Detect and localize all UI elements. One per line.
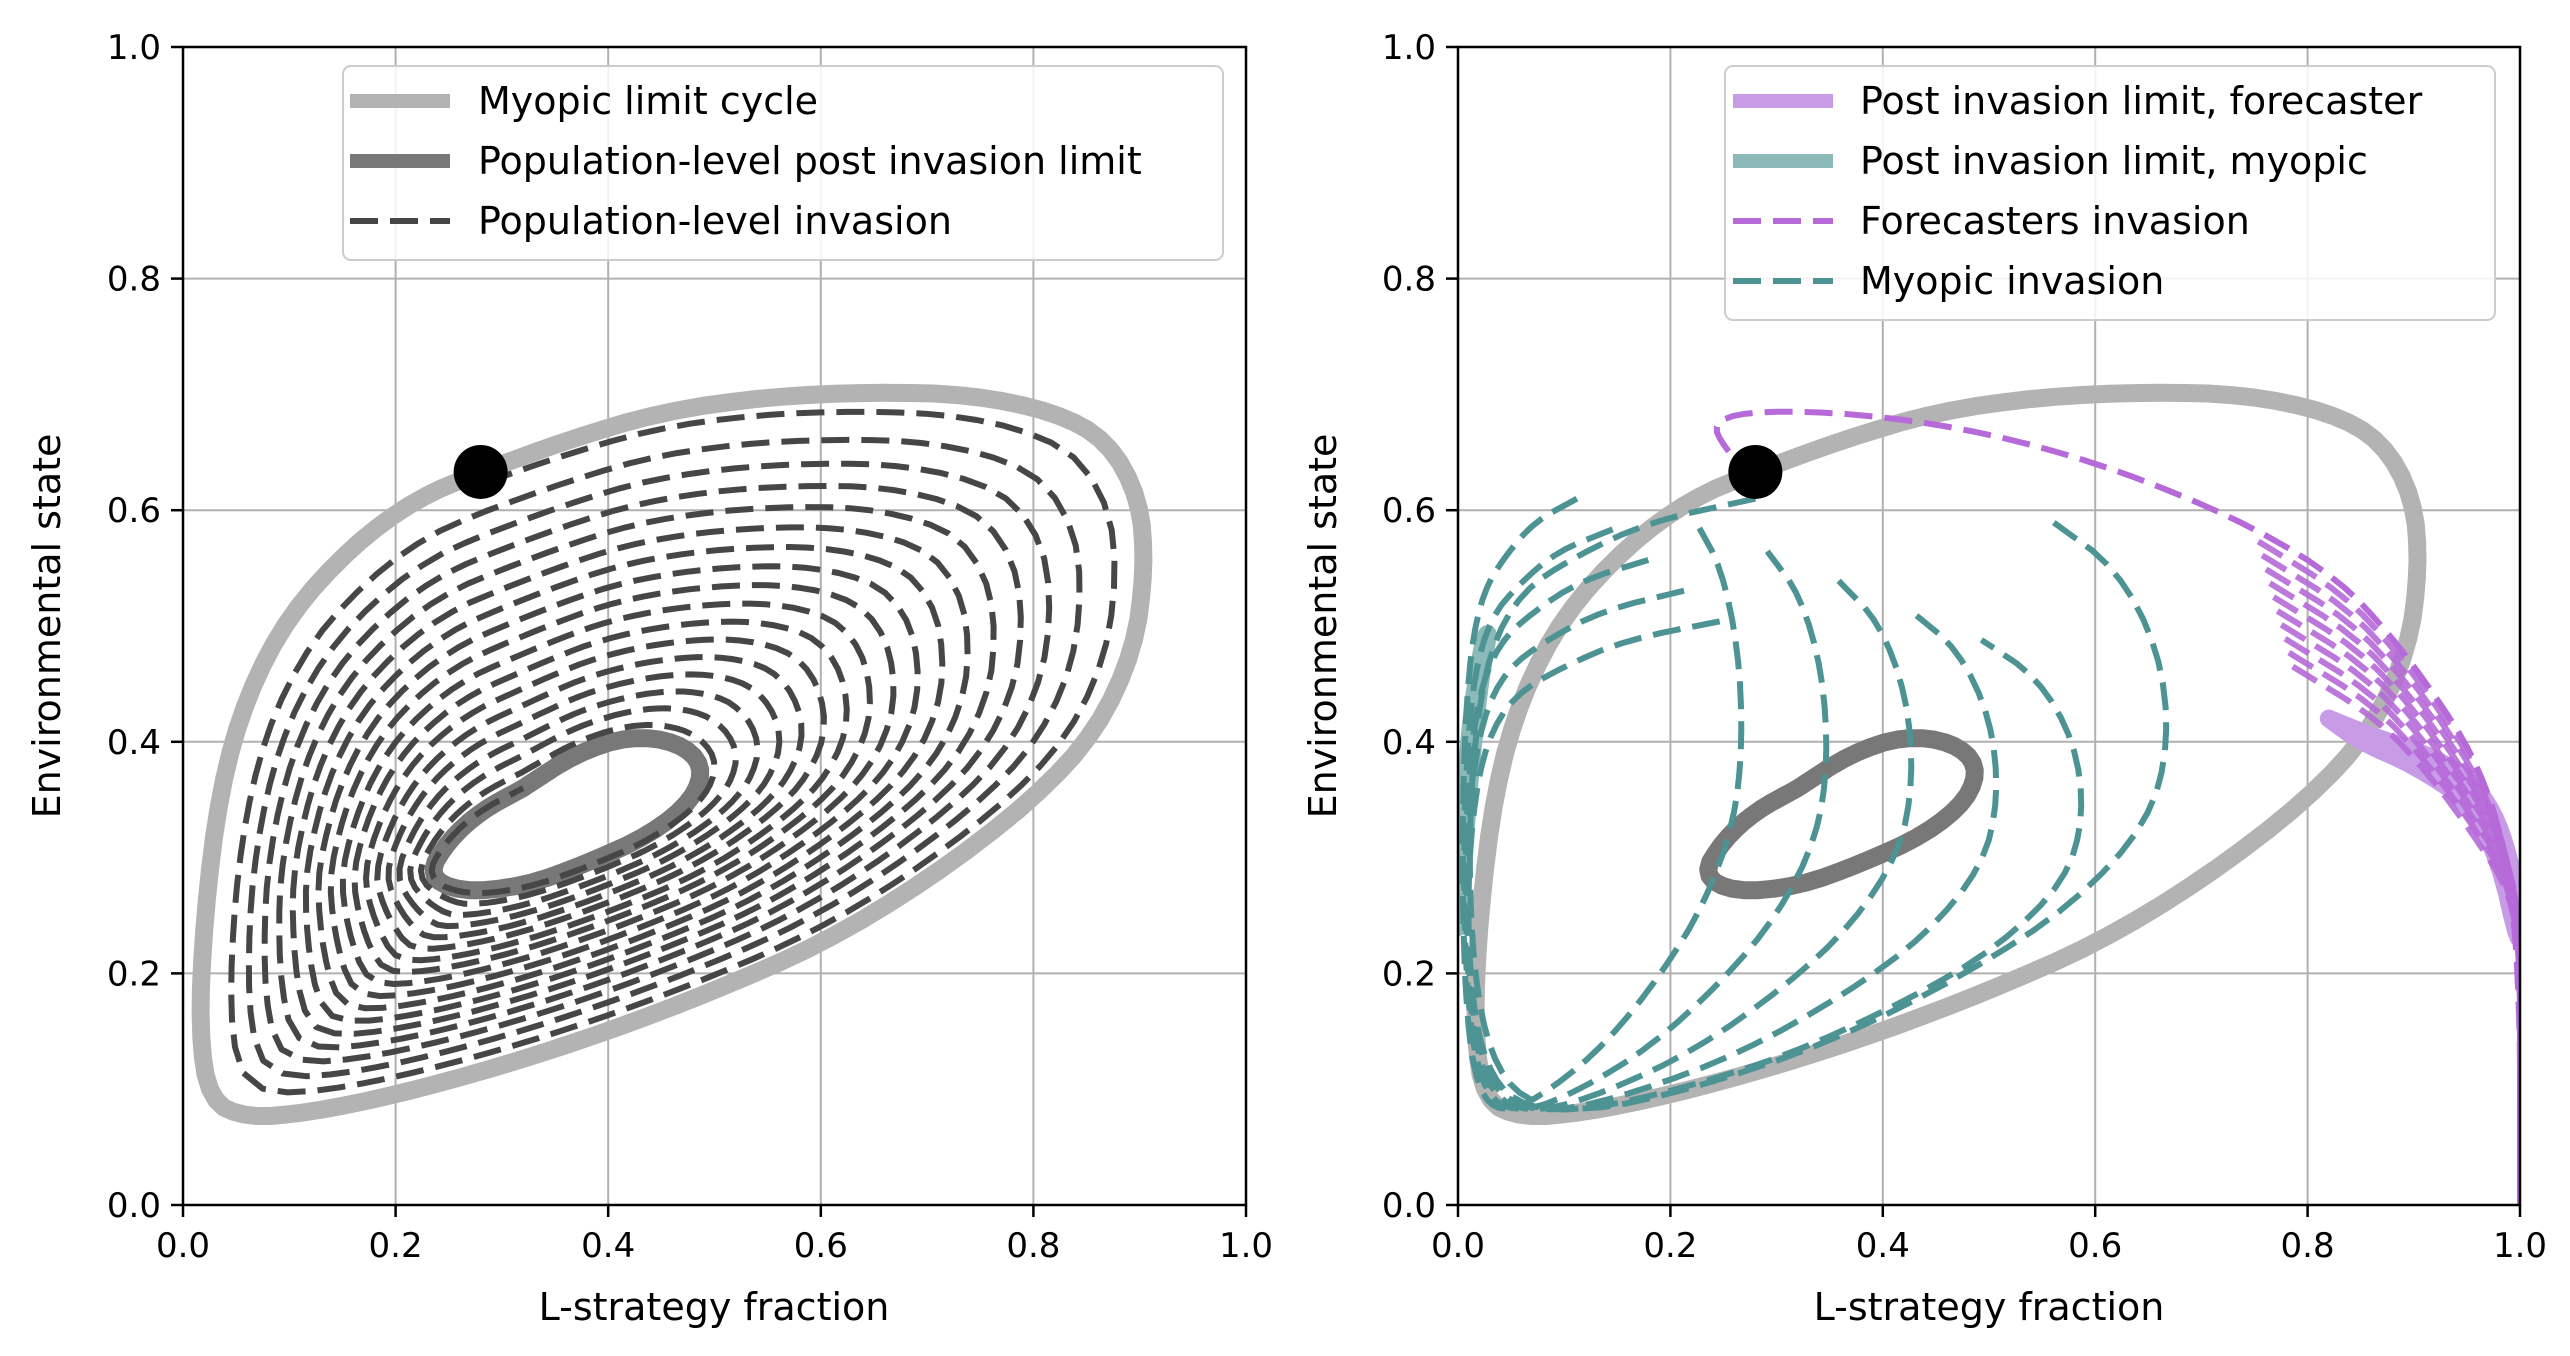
right-axes-frame <box>1456 45 2522 1207</box>
right-series <box>1458 383 2520 1205</box>
right-x-tick-label: 1.0 <box>2493 1226 2547 1266</box>
left-y-tick-label: 0.2 <box>107 954 161 994</box>
right-forecaster-fan-line <box>2283 636 2520 1205</box>
right-x-tick-label: 0.4 <box>1856 1226 1910 1266</box>
right-forecaster-fan-line <box>2279 622 2520 1199</box>
left-x-tick-label: 0.4 <box>581 1226 635 1266</box>
right-forecaster-fan-line <box>2272 594 2520 1171</box>
right-y-tick-label: 0.4 <box>1382 723 1436 763</box>
left-x-tick-label: 0.8 <box>1006 1226 1060 1266</box>
left-y-tick-label: 0.8 <box>107 260 161 300</box>
right-y-tick-label: 0.6 <box>1382 491 1436 531</box>
left-y-axis-label: Environmental state <box>25 434 69 819</box>
left-y-tick-label: 0.0 <box>107 1186 161 1226</box>
right-y-tick-label: 1.0 <box>1382 28 1436 68</box>
right-legend-label-1: Post invasion limit, myopic <box>1860 139 2368 183</box>
right-forecaster-fan-line <box>2287 650 2520 1205</box>
right-forecaster-fan-line <box>2275 608 2520 1185</box>
right-forecaster-fan-line <box>2260 552 2520 1129</box>
right-forecaster-fan-line <box>2268 580 2520 1157</box>
left-x-tick-label: 0.6 <box>794 1226 848 1266</box>
right-legend-label-2: Forecasters invasion <box>1860 199 2250 243</box>
left-x-tick-label: 1.0 <box>1219 1226 1273 1266</box>
right-y-tick-label: 0.0 <box>1382 1186 1436 1226</box>
left-x-axis-label: L-strategy fraction <box>539 1285 890 1329</box>
left-y-tick-label: 0.4 <box>107 723 161 763</box>
right-legend-label-0: Post invasion limit, forecaster <box>1860 79 2423 123</box>
right-y-axis-label: Environmental state <box>1301 434 1345 819</box>
right-legend: Post invasion limit, forecaster Post inv… <box>1724 65 2496 321</box>
left-legend-label-2: Population-level invasion <box>478 199 952 243</box>
left-series-2-line <box>228 408 1118 1096</box>
right-series-0-line <box>1466 383 2427 1125</box>
left-x-tick-label: 0.0 <box>156 1226 210 1266</box>
right-x-tick-label: 0.6 <box>2068 1226 2122 1266</box>
left-y-tick-label: 1.0 <box>107 28 161 68</box>
left-legend-label-0: Myopic limit cycle <box>478 79 818 123</box>
right-series-4-line <box>1713 408 2520 1101</box>
right-ticks: 0.0 0.2 0.4 0.6 0.8 1.0 0.0 0.2 0.4 0.6 0.8 1.0 <box>1382 28 2547 1266</box>
right-x-tick-label: 0.2 <box>1643 1226 1697 1266</box>
right-y-tick-label: 0.8 <box>1382 260 1436 300</box>
right-legend-label-3: Myopic invasion <box>1860 259 2164 303</box>
left-y-tick-label: 0.6 <box>107 491 161 531</box>
right-forecaster-fan-line <box>2291 663 2520 1205</box>
right-forecaster-fan-line <box>2264 566 2520 1143</box>
right-series-1-line <box>1699 729 1984 900</box>
right-x-tick-label: 0.0 <box>1431 1226 1485 1266</box>
right-legend-box <box>1724 65 2496 321</box>
left-ticks: 0.0 0.2 0.4 0.6 0.8 1.0 0.0 0.2 0.4 0.6 0.8 1.0 <box>107 28 1273 1266</box>
left-series-0-line <box>191 383 1153 1125</box>
right-start-marker <box>1728 444 1783 499</box>
left-legend-label-1: Population-level post invasion limit <box>478 139 1142 183</box>
left-series <box>191 383 1153 1125</box>
right-myopic-fan-line <box>1461 526 1830 1112</box>
right-forecaster-fan-line <box>2256 538 2520 1115</box>
left-start-marker <box>453 444 508 499</box>
right-y-tick-label: 0.2 <box>1382 954 1436 994</box>
left-legend: Myopic limit cycle Population-level post… <box>342 65 1224 261</box>
right-x-tick-label: 0.8 <box>2281 1226 2335 1266</box>
left-x-tick-label: 0.2 <box>369 1226 423 1266</box>
left-axes-frame <box>181 45 1248 1207</box>
right-chart: 0.0 0.2 0.4 0.6 0.8 1.0 0.0 0.2 0.4 0.6 0.8 1.0 L-s… <box>1301 28 2547 1329</box>
left-chart: 0.0 0.2 0.4 0.6 0.8 1.0 0.0 0.2 0.4 0.6 0.8 1.0 L-s… <box>25 28 1273 1329</box>
right-myopic-fan-line <box>1465 618 2085 1113</box>
right-x-axis-label: L-strategy fraction <box>1814 1285 2165 1329</box>
right-myopic-fan-line <box>1459 496 1745 1112</box>
left-legend-box <box>342 65 1224 261</box>
